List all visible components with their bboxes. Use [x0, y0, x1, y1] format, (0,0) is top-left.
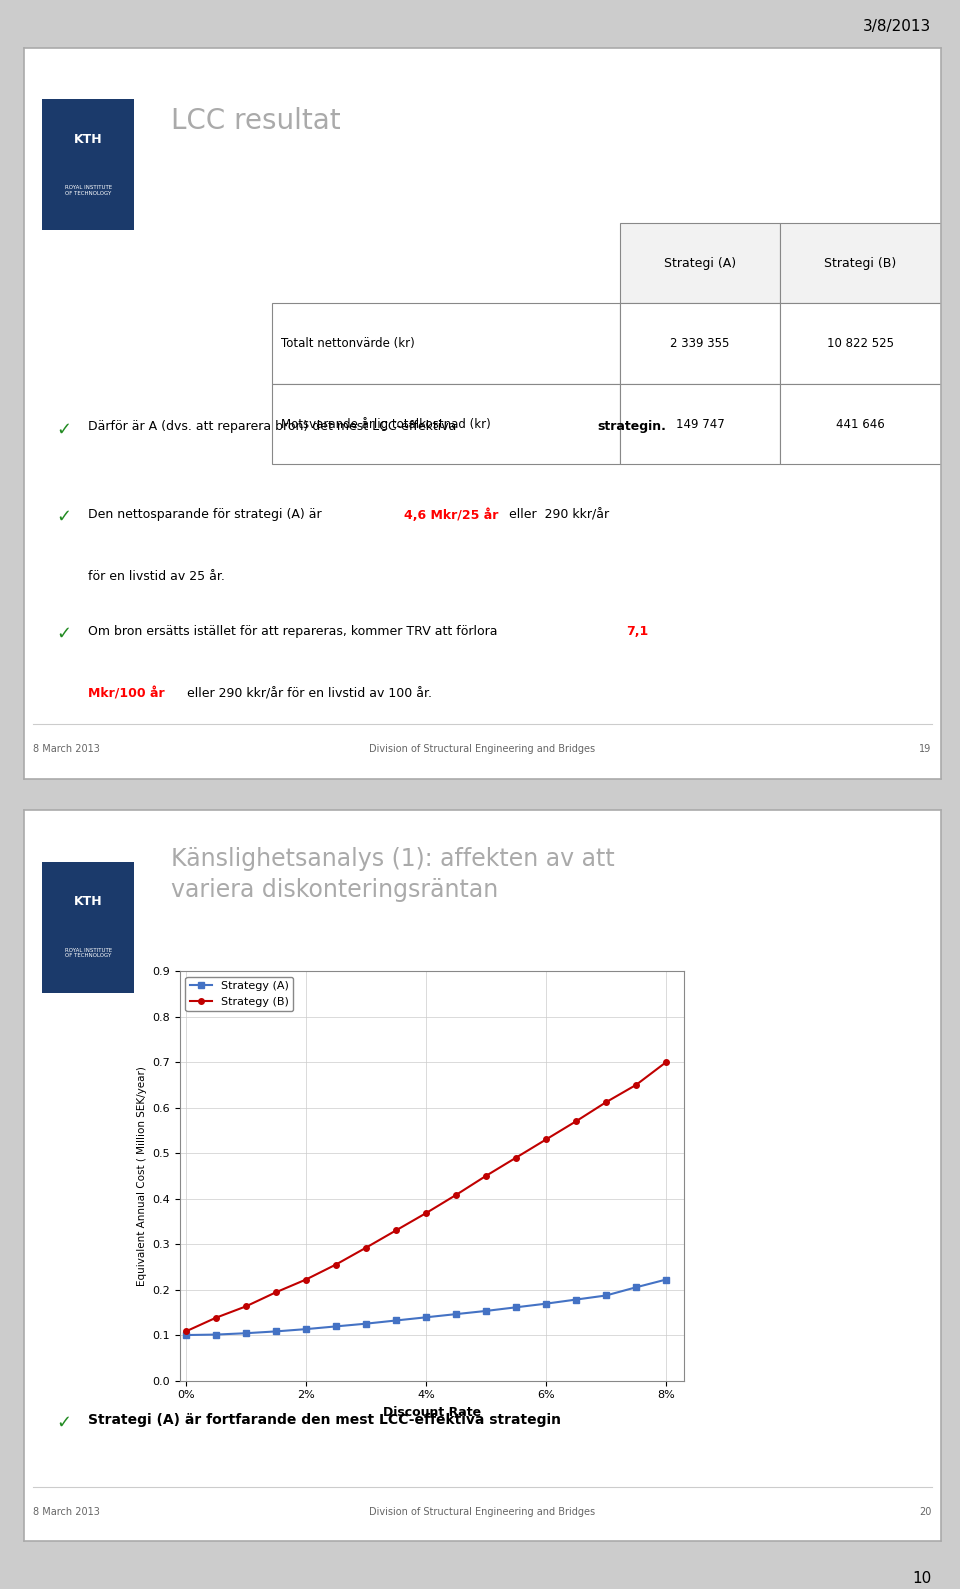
Strategy (A) [420, 1308, 432, 1327]
Strategy (B) [570, 1112, 582, 1131]
Text: KTH: KTH [74, 895, 103, 909]
Text: 8 March 2013: 8 March 2013 [34, 1506, 100, 1517]
Strategy (B) [660, 1052, 672, 1071]
Text: Därför är A (dvs. att reparera bron) det mest LCC-effektiva: Därför är A (dvs. att reparera bron) det… [88, 421, 461, 434]
Strategy (B) [180, 1322, 192, 1341]
Strategy (B) [300, 1270, 312, 1289]
Text: Mkr/100 år: Mkr/100 år [88, 686, 165, 701]
Text: ✓: ✓ [56, 624, 71, 644]
Strategy (B) [210, 1308, 222, 1327]
Strategy (B) [240, 1297, 252, 1316]
Text: Om bron ersätts istället för att repareras, kommer TRV att förlora: Om bron ersätts istället för att reparer… [88, 624, 502, 639]
Text: ROYAL INSTITUTE
OF TECHNOLOGY: ROYAL INSTITUTE OF TECHNOLOGY [64, 184, 111, 195]
Text: eller 290 kkr/år för en livstid av 100 år.: eller 290 kkr/år för en livstid av 100 å… [182, 686, 432, 701]
Strategy (A) [540, 1293, 552, 1313]
Strategy (B) [631, 1076, 642, 1095]
Strategy (B) [600, 1093, 612, 1112]
Strategy (A) [330, 1317, 342, 1336]
Text: ✓: ✓ [56, 421, 71, 439]
Strategy (B) [540, 1130, 552, 1149]
Text: eller  290 kkr/år: eller 290 kkr/år [505, 508, 610, 521]
Strategy (A) [631, 1278, 642, 1297]
Text: Motsvarande årlig totalkostnad (kr): Motsvarande årlig totalkostnad (kr) [280, 418, 491, 431]
Bar [620, 222, 780, 303]
Text: KTH: KTH [74, 132, 103, 146]
Strategy (B) [270, 1282, 281, 1301]
Strategy (B) [511, 1149, 522, 1168]
Strategy (A) [270, 1322, 281, 1341]
Text: 20: 20 [920, 1506, 931, 1517]
Strategy (A) [570, 1290, 582, 1309]
Bar [620, 385, 780, 464]
Legend: Strategy (A), Strategy (B): Strategy (A), Strategy (B) [185, 977, 294, 1011]
Strategy (B) [360, 1238, 372, 1257]
Line: Strategy (B): Strategy (B) [183, 1060, 669, 1335]
Bar [620, 303, 780, 385]
Text: 10 822 525: 10 822 525 [828, 337, 894, 350]
Text: 10: 10 [912, 1572, 931, 1586]
Strategy (A) [660, 1270, 672, 1289]
Strategy (A) [240, 1324, 252, 1343]
FancyBboxPatch shape [42, 99, 134, 230]
Text: Division of Structural Engineering and Bridges: Division of Structural Engineering and B… [370, 744, 595, 755]
Strategy (A) [511, 1298, 522, 1317]
Text: 149 747: 149 747 [676, 418, 725, 431]
Text: 8 March 2013: 8 March 2013 [34, 744, 100, 755]
Y-axis label: Equivalent Annual Cost ( Million SEK/year): Equivalent Annual Cost ( Million SEK/yea… [137, 1066, 147, 1286]
Strategy (A) [480, 1301, 492, 1320]
Strategy (B) [480, 1166, 492, 1185]
Text: Strategi (A) är fortfarande den mest LCC-effektiva strategin: Strategi (A) är fortfarande den mest LCC… [88, 1414, 562, 1427]
Strategy (B) [390, 1220, 401, 1239]
Strategy (A) [600, 1286, 612, 1305]
Strategy (A) [390, 1311, 401, 1330]
Text: 3/8/2013: 3/8/2013 [863, 19, 931, 33]
Strategy (A) [300, 1319, 312, 1338]
Text: Känslighetsanalys (1): affekten av att
variera diskonteringsräntan: Känslighetsanalys (1): affekten av att v… [171, 847, 614, 901]
Strategy (A) [180, 1325, 192, 1344]
Line: Strategy (A): Strategy (A) [183, 1278, 669, 1338]
Bar [780, 303, 941, 385]
Text: Strategi (B): Strategi (B) [825, 257, 897, 270]
Text: 4,6 Mkr/25 år: 4,6 Mkr/25 år [404, 508, 499, 521]
Strategy (B) [330, 1255, 342, 1274]
Strategy (B) [420, 1203, 432, 1222]
Strategy (A) [210, 1325, 222, 1344]
Strategy (A) [450, 1305, 462, 1324]
Text: 7,1: 7,1 [626, 624, 649, 639]
Strategy (B) [450, 1185, 462, 1204]
Text: Division of Structural Engineering and Bridges: Division of Structural Engineering and B… [370, 1506, 595, 1517]
Text: ✓: ✓ [56, 1414, 71, 1432]
Text: 441 646: 441 646 [836, 418, 885, 431]
Text: Totalt nettonvärde (kr): Totalt nettonvärde (kr) [280, 337, 415, 350]
Bar [780, 222, 941, 303]
Text: Strategi (A): Strategi (A) [664, 257, 736, 270]
Bar [272, 303, 620, 385]
X-axis label: Discount Rate: Discount Rate [383, 1406, 481, 1419]
Bar [272, 385, 620, 464]
Text: ✓: ✓ [56, 508, 71, 526]
Text: Den nettosparande för strategi (A) är: Den nettosparande för strategi (A) är [88, 508, 325, 521]
Text: 2 339 355: 2 339 355 [670, 337, 730, 350]
Bar [780, 385, 941, 464]
FancyBboxPatch shape [42, 861, 134, 993]
Text: strategin.: strategin. [597, 421, 666, 434]
Text: LCC resultat: LCC resultat [171, 106, 340, 135]
Text: 19: 19 [920, 744, 931, 755]
Text: ROYAL INSTITUTE
OF TECHNOLOGY: ROYAL INSTITUTE OF TECHNOLOGY [64, 947, 111, 958]
Strategy (A) [360, 1314, 372, 1333]
Text: för en livstid av 25 år.: för en livstid av 25 år. [88, 570, 225, 583]
